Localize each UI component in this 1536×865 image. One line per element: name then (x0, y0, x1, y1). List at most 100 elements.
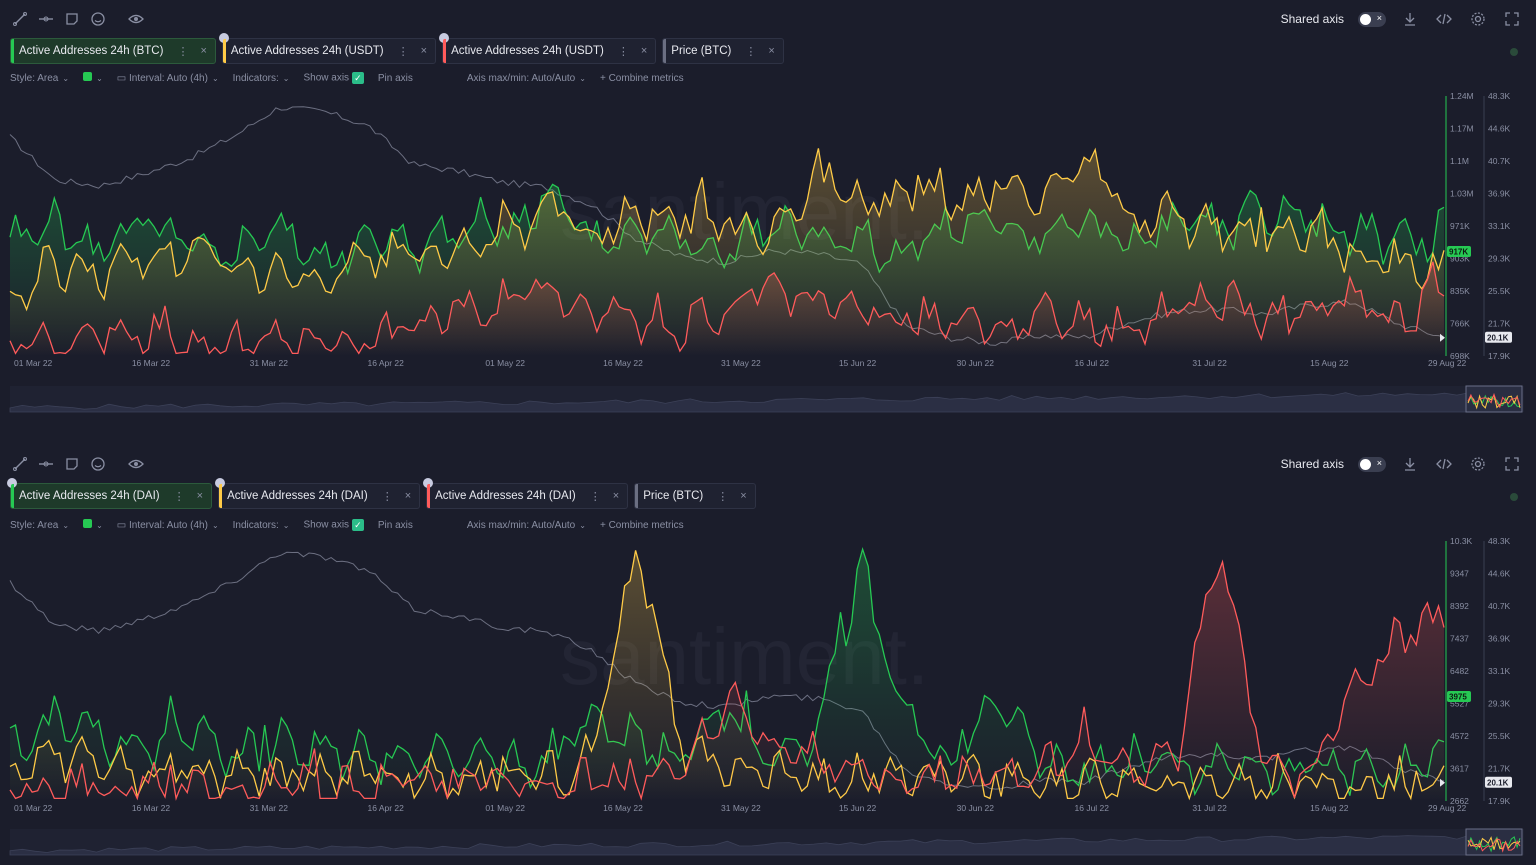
more-options-icon[interactable]: ⋮ (617, 45, 629, 58)
line-tool-icon[interactable] (10, 454, 30, 474)
embed-code-icon[interactable] (1434, 9, 1454, 29)
navigator-area (9, 833, 1495, 856)
axis-maxmin-dropdown[interactable]: Axis max/min: Auto/Auto ⌄ (466, 519, 586, 531)
current-value-badge (1447, 691, 1471, 702)
right-axis-tick-label: 36.9K (1488, 634, 1511, 644)
interval-dropdown[interactable]: ▭ Interval: Auto (4h) ⌄ (116, 519, 219, 531)
color-picker[interactable]: ⌄ (83, 519, 103, 531)
more-options-icon[interactable]: ⋮ (381, 490, 393, 503)
metric-tab[interactable]: Price (BTC) ⋮ × (662, 38, 784, 64)
x-axis-tick-label: 31 May 22 (721, 358, 761, 368)
left-axis-tick-label: 1.24M (1450, 91, 1474, 101)
note-icon[interactable] (62, 454, 82, 474)
metric-tabs: Active Addresses 24h (DAI) ⋮ × Active Addr… (7, 478, 756, 509)
right-axis-tick-label: 17.9K (1488, 351, 1511, 361)
show-axis-checkbox[interactable]: Show axis ✓ (303, 519, 364, 531)
close-icon[interactable]: × (612, 490, 620, 502)
metric-tab[interactable]: Active Addresses 24h (DAI) ⋮ × (423, 478, 629, 509)
show-axis-checkbox[interactable]: Show axis ✓ (303, 72, 364, 84)
indicators-dropdown[interactable]: Indicators: ⌄ (232, 72, 290, 84)
navigator-series-line (1467, 836, 1521, 853)
left-axis-tick-label: 5527 (1450, 699, 1469, 709)
lock-icon (7, 478, 17, 488)
x-axis-tick-label: 16 Apr 22 (368, 803, 405, 813)
calendar-icon: ▭ (116, 72, 127, 84)
more-options-icon[interactable]: ⋮ (589, 490, 601, 503)
more-options-icon[interactable]: ⋮ (177, 45, 189, 58)
download-icon[interactable] (1400, 454, 1420, 474)
chart-canvas[interactable]: santiment.1.24M1.17M1.1M1.03M971K903K835… (0, 0, 1536, 432)
metric-tab-label: Active Addresses 24h (USDT) (451, 45, 604, 57)
more-options-icon[interactable]: ⋮ (173, 490, 185, 503)
more-options-icon[interactable]: ⋮ (397, 45, 409, 58)
x-axis-tick-label: 31 Mar 22 (250, 803, 289, 813)
close-icon[interactable]: × (404, 490, 412, 502)
shared-axis-toggle[interactable]: × (1358, 456, 1386, 472)
fullscreen-icon[interactable] (1502, 454, 1522, 474)
axis-maxmin-dropdown[interactable]: Axis max/min: Auto/Auto ⌄ (466, 72, 586, 84)
x-axis-tick-label: 15 Aug 22 (1310, 358, 1349, 368)
metric-tab[interactable]: Active Addresses 24h (BTC) ⋮ × (10, 38, 216, 64)
eye-icon[interactable] (126, 454, 146, 474)
embed-code-icon[interactable] (1434, 454, 1454, 474)
chart-right-tools: Shared axis × (1281, 453, 1522, 475)
right-axis-tick-label: 36.9K (1488, 189, 1511, 199)
right-axis-tick-label: 40.7K (1488, 601, 1511, 611)
metric-tab-label: Active Addresses 24h (DAI) (227, 490, 368, 502)
metric-tab[interactable]: Active Addresses 24h (DAI) ⋮ × (7, 478, 213, 509)
right-axis-tick-label: 25.5K (1488, 731, 1511, 741)
right-axis-tick-label: 21.7K (1488, 764, 1511, 774)
left-axis-tick-label: 3617 (1450, 764, 1469, 774)
shared-axis-toggle[interactable]: × (1358, 11, 1386, 27)
metric-tab[interactable]: Active Addresses 24h (USDT) ⋮ × (439, 33, 657, 64)
right-axis-tick-label: 48.3K (1488, 536, 1511, 546)
color-picker[interactable]: ⌄ (83, 72, 103, 84)
combine-metrics-button[interactable]: + Combine metrics (599, 519, 684, 531)
horizontal-line-icon[interactable] (36, 9, 56, 29)
indicators-dropdown[interactable]: Indicators: ⌄ (232, 519, 290, 531)
chart-panel-1: Shared axis × Active Addresses 24h (BTC)… (0, 0, 1536, 432)
close-icon[interactable]: × (768, 45, 775, 57)
navigator-series-line (1467, 392, 1521, 409)
close-icon[interactable]: × (740, 490, 747, 502)
status-dot (1510, 493, 1518, 501)
lock-icon (423, 478, 434, 488)
download-icon[interactable] (1400, 9, 1420, 29)
metric-settings: Style: Area ⌄ ⌄ ▭ Interval: Auto (4h) ⌄ In… (10, 519, 684, 531)
x-axis-tick-label: 01 Mar 22 (14, 358, 53, 368)
left-axis-tick-label: 1.17M (1450, 124, 1474, 134)
close-icon[interactable]: × (196, 490, 204, 502)
style-dropdown[interactable]: Style: Area ⌄ (10, 519, 70, 531)
fullscreen-icon[interactable] (1502, 9, 1522, 29)
x-axis-tick-label: 15 Jun 22 (839, 358, 877, 368)
chart-canvas[interactable]: santiment.10.3K9347839274376482552745723… (0, 433, 1536, 865)
metric-tab[interactable]: Price (BTC) ⋮ × (634, 483, 756, 509)
pin-axis-button[interactable]: Pin axis (377, 519, 413, 531)
left-axis-tick-label: 9347 (1450, 569, 1469, 579)
x-axis-tick-label: 16 May 22 (603, 803, 643, 813)
calendar-icon: ▭ (116, 519, 127, 531)
right-axis-tick-label: 29.3K (1488, 699, 1511, 709)
emoji-icon[interactable] (88, 9, 108, 29)
metric-tab[interactable]: Active Addresses 24h (DAI) ⋮ × (215, 478, 421, 509)
eye-icon[interactable] (126, 9, 146, 29)
close-icon[interactable]: × (420, 45, 428, 57)
interval-dropdown[interactable]: ▭ Interval: Auto (4h) ⌄ (116, 72, 219, 84)
line-tool-icon[interactable] (10, 9, 30, 29)
more-options-icon[interactable]: ⋮ (717, 490, 729, 503)
style-dropdown[interactable]: Style: Area ⌄ (10, 72, 70, 84)
more-options-icon[interactable]: ⋮ (745, 45, 757, 58)
settings-gear-icon[interactable] (1468, 9, 1488, 29)
metric-settings: Style: Area ⌄ ⌄ ▭ Interval: Auto (4h) ⌄ In… (10, 72, 684, 84)
metric-tab[interactable]: Active Addresses 24h (USDT) ⋮ × (218, 33, 437, 64)
close-icon[interactable]: × (640, 45, 648, 57)
note-icon[interactable] (62, 9, 82, 29)
horizontal-line-icon[interactable] (36, 454, 56, 474)
combine-metrics-button[interactable]: + Combine metrics (599, 72, 684, 84)
left-axis-tick-label: 1.1M (1450, 156, 1469, 166)
close-icon[interactable]: × (200, 45, 207, 57)
settings-gear-icon[interactable] (1468, 454, 1488, 474)
emoji-icon[interactable] (88, 454, 108, 474)
left-axis-tick-label: 2662 (1450, 796, 1469, 806)
pin-axis-button[interactable]: Pin axis (377, 72, 413, 84)
